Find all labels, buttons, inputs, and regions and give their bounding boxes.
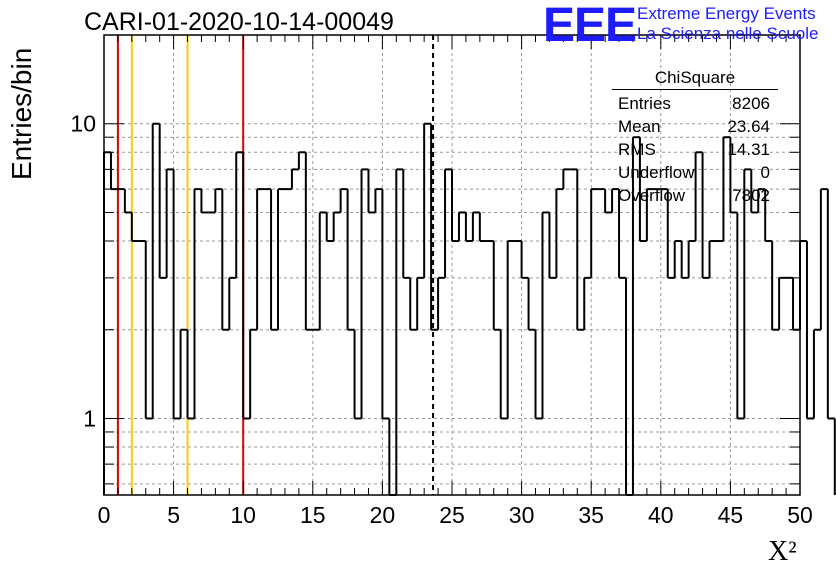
- stats-box: ChiSquare Entries 8206 Mean 23.64 RMS 14…: [612, 66, 778, 207]
- x-tick-label: 20: [370, 502, 396, 528]
- stats-row-overflow: Overflow 7802: [612, 184, 778, 207]
- x-tick-label: 25: [439, 502, 465, 528]
- x-tick-label: 0: [98, 502, 111, 528]
- y-tick-label: 10: [70, 111, 96, 137]
- chart-title: CARI-01-2020-10-14-00049: [84, 8, 394, 36]
- stats-label: Entries: [618, 94, 671, 113]
- stats-value: 23.64: [727, 117, 770, 136]
- logo-caption: Extreme Energy Events La Scienza nelle S…: [637, 4, 818, 44]
- x-tick-label: 5: [167, 502, 180, 528]
- y-axis-label: Entries/bin: [6, 47, 37, 180]
- stats-row-rms: RMS 14.31: [612, 138, 778, 161]
- x-tick-label: 10: [230, 502, 256, 528]
- axes: 0 5 10 15 20 25 30 35 40 45 50 1 10: [70, 34, 813, 528]
- stats-value: 14.31: [727, 140, 770, 159]
- x-tick-label: 50: [787, 502, 813, 528]
- stats-title: ChiSquare: [612, 66, 778, 90]
- y-tick-label: 1: [83, 405, 96, 431]
- histogram-bars: [103, 122, 836, 496]
- logo-caption-line1: Extreme Energy Events: [637, 4, 816, 23]
- stats-row-underflow: Underflow 0: [612, 161, 778, 184]
- x-tick-label: 30: [509, 502, 535, 528]
- stats-row-entries: Entries 8206: [612, 92, 778, 115]
- eee-logo: EEE: [543, 0, 637, 52]
- logo-caption-line2: La Scienza nelle Scuole: [637, 24, 819, 43]
- stats-label: RMS: [618, 140, 656, 159]
- stats-value: 0: [760, 163, 770, 182]
- x-axis-label: X²: [768, 536, 797, 567]
- stats-label: Mean: [618, 117, 661, 136]
- stats-row-mean: Mean 23.64: [612, 115, 778, 138]
- stats-value: 8206: [732, 94, 770, 113]
- x-tick-label: 35: [578, 502, 604, 528]
- x-tick-label: 40: [648, 502, 674, 528]
- x-tick-label: 45: [718, 502, 744, 528]
- marker-lines: [116, 35, 435, 495]
- stats-value: 7802: [732, 186, 770, 205]
- x-tick-label: 15: [300, 502, 326, 528]
- stats-label: Underflow: [618, 163, 695, 182]
- stats-label: Overflow: [618, 186, 686, 205]
